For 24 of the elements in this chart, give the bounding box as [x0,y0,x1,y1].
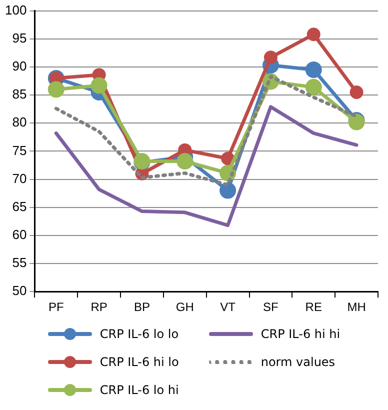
y-tick-label: 80 [12,114,27,130]
x-tick-label: BP [134,300,150,314]
legend-label: CRP IL-6 hi hi [260,327,340,341]
x-tick-label: SF [263,300,278,314]
y-tick-label: 95 [12,30,27,46]
y-tick-label: 60 [12,227,27,242]
x-tick-label: GH [176,300,194,314]
y-tick-label: 90 [12,58,27,74]
y-tick-label: 70 [12,170,27,186]
x-tick-label: RP [90,300,108,314]
legend-label: norm values [260,355,336,369]
x-tick-label: VT [220,300,236,314]
y-tick-label: 75 [12,142,27,158]
x-tick-label: RE [305,300,322,314]
y-tick-label: 65 [12,198,27,214]
x-tick-label: PF [48,300,64,314]
legend-label: CRP IL-6 lo hi [100,383,179,397]
y-tick-label: 55 [12,255,27,270]
y-tick-label: 100 [4,2,27,18]
x-tick-label: MH [347,300,366,314]
y-tick-label: 85 [12,86,27,102]
legend-label: CRP IL-6 hi lo [100,355,179,369]
y-tick-label: 50 [12,283,27,298]
legend-label: CRP IL-6 lo lo [100,327,179,341]
